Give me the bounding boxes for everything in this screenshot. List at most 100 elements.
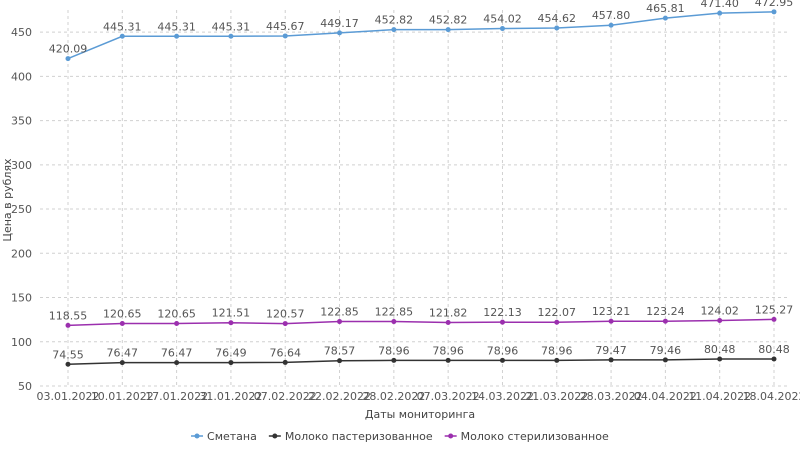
- x-tick-label: 14.03.2022: [471, 390, 534, 403]
- legend-item: Молоко пастеризованное: [268, 430, 433, 443]
- legend-item: Сметана: [191, 430, 257, 443]
- data-label: 454.02: [483, 13, 522, 26]
- legend-marker: [272, 433, 278, 439]
- x-tick-label: 11.04.2022: [688, 390, 751, 403]
- y-tick-label: 150: [11, 292, 32, 305]
- data-label: 472.95: [755, 0, 794, 9]
- data-point: [771, 356, 777, 362]
- data-label: 120.65: [157, 307, 196, 320]
- y-tick-label: 100: [11, 336, 32, 349]
- grid: [40, 10, 790, 387]
- x-tick-label: 03.01.2022: [37, 390, 100, 403]
- data-point: [174, 33, 180, 39]
- data-label: 78.96: [432, 344, 464, 357]
- data-point: [65, 56, 71, 62]
- data-point: [445, 27, 451, 33]
- series-group: 420.09 445.31 445.31 445.31 445.67 449.17 452.…: [49, 0, 794, 367]
- x-tick-label: 21.03.2022: [525, 390, 588, 403]
- data-label: 465.81: [646, 2, 685, 15]
- x-tick-label: 28.02.2022: [362, 390, 425, 403]
- data-label: 445.67: [266, 20, 305, 33]
- data-label: 76.49: [215, 347, 247, 360]
- data-label: 123.21: [592, 305, 631, 318]
- data-point: [554, 357, 560, 363]
- data-label: 120.57: [266, 308, 305, 321]
- data-label: 122.85: [375, 306, 414, 319]
- y-tick-label: 250: [11, 203, 32, 216]
- y-axis-ticks: 50 100 150 200 250 300 350 400 450: [11, 26, 32, 393]
- x-axis-title: Даты мониторинга: [365, 408, 475, 421]
- x-tick-label: 17.01.2022: [145, 390, 208, 403]
- data-point: [717, 318, 723, 324]
- data-point: [499, 26, 505, 32]
- x-axis-ticks: 03.01.202210.01.202217.01.202231.01.2022…: [37, 390, 800, 403]
- data-point: [65, 361, 71, 367]
- y-tick-label: 400: [11, 70, 32, 83]
- data-point: [608, 22, 614, 28]
- y-tick-label: 200: [11, 247, 32, 260]
- legend-item: Молоко стерилизованное: [444, 430, 609, 443]
- x-tick-label: 28.03.2022: [580, 390, 643, 403]
- data-label: 122.13: [483, 306, 522, 319]
- data-point: [662, 15, 668, 21]
- data-label: 420.09: [49, 43, 88, 56]
- data-point: [337, 30, 343, 36]
- y-axis-title: Цена в рублях: [1, 158, 14, 242]
- series-2: 74.55 76.47 76.47 76.49 76.64 78.57 78.96 78.96…: [52, 343, 790, 367]
- x-tick-label: 10.01.2022: [91, 390, 154, 403]
- data-label: 74.55: [52, 348, 84, 361]
- data-label: 80.48: [704, 343, 736, 356]
- data-point: [119, 33, 125, 39]
- series-1: 420.09 445.31 445.31 445.31 445.67 449.17 452.…: [49, 0, 794, 62]
- data-label: 122.07: [538, 306, 577, 319]
- data-point: [499, 319, 505, 325]
- data-point: [771, 316, 777, 322]
- data-point: [119, 320, 125, 326]
- data-label: 454.62: [538, 12, 577, 25]
- series-line: [67, 358, 774, 366]
- legend: Сметана Молоко пастеризованное Молоко стер…: [191, 430, 609, 443]
- data-label: 78.96: [378, 344, 410, 357]
- data-point: [608, 357, 614, 363]
- data-point: [717, 10, 723, 16]
- data-label: 76.64: [269, 346, 301, 359]
- data-label: 471.40: [700, 0, 739, 10]
- data-point: [174, 360, 180, 366]
- data-point: [608, 318, 614, 324]
- data-point: [717, 356, 723, 362]
- data-label: 79.47: [595, 344, 627, 357]
- data-point: [391, 319, 397, 325]
- data-point: [65, 322, 71, 328]
- data-point: [337, 358, 343, 364]
- data-label: 121.82: [429, 306, 468, 319]
- data-point: [282, 359, 288, 365]
- data-point: [119, 360, 125, 366]
- data-point: [228, 320, 234, 326]
- data-label: 76.47: [161, 347, 193, 360]
- data-label: 452.82: [429, 14, 468, 27]
- y-tick-label: 50: [18, 380, 32, 393]
- data-label: 120.65: [103, 307, 142, 320]
- y-tick-label: 350: [11, 115, 32, 128]
- data-label: 118.55: [49, 309, 88, 322]
- legend-label: Сметана: [207, 430, 257, 443]
- legend-label: Молоко пастеризованное: [285, 430, 433, 443]
- data-label: 445.31: [103, 20, 142, 33]
- series-3: 118.55 120.65 120.65 121.51 120.57 122.85 122.…: [49, 303, 794, 328]
- data-point: [174, 320, 180, 326]
- data-point: [554, 319, 560, 325]
- series-line: [67, 11, 775, 60]
- legend-marker: [448, 433, 454, 439]
- data-label: 445.31: [212, 20, 251, 33]
- x-tick-label: 04.04.2022: [634, 390, 697, 403]
- data-label: 125.27: [755, 303, 794, 316]
- x-tick-label: 07.03.2022: [417, 390, 480, 403]
- data-point: [391, 27, 397, 33]
- data-label: 78.57: [324, 345, 356, 358]
- data-label: 457.80: [592, 9, 631, 22]
- data-label: 80.48: [758, 343, 790, 356]
- data-point: [282, 33, 288, 39]
- data-point: [662, 357, 668, 363]
- data-point: [499, 357, 505, 363]
